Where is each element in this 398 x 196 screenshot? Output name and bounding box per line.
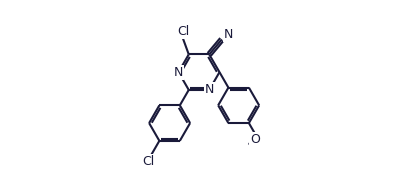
Text: N: N [174,66,183,79]
Text: Cl: Cl [177,25,189,38]
Text: N: N [205,83,214,96]
Text: N: N [224,28,233,41]
Text: O: O [250,133,260,146]
Text: Cl: Cl [142,155,155,168]
